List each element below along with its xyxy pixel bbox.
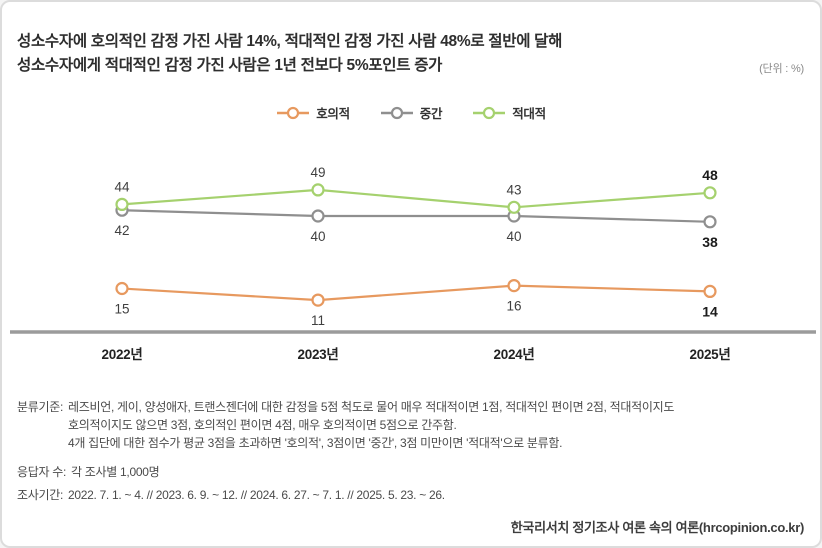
legend-item-호의적: 호의적: [276, 103, 350, 122]
value-label: 49: [310, 165, 325, 180]
data-point-적대적: [115, 197, 129, 212]
legend-label: 호의적: [316, 107, 350, 121]
legend-circle: [483, 106, 496, 119]
legend-item-적대적: 적대적: [472, 103, 546, 122]
value-label: 11: [311, 313, 325, 328]
value-label: 43: [506, 182, 521, 197]
value-label: 16: [506, 299, 521, 314]
data-point-호의적: [703, 284, 717, 298]
value-label: 48: [702, 167, 718, 183]
value-label: 40: [506, 229, 521, 244]
footnote-classification: 분류기준: 레즈비언, 게이, 양성애자, 트랜스젠더에 대한 감정을 5점 척…: [17, 398, 674, 452]
legend-item-중간: 중간: [380, 103, 443, 122]
value-label: 38: [702, 234, 718, 250]
data-point-적대적: [507, 200, 521, 214]
legend-label: 중간: [419, 107, 443, 121]
survey-period-label: 조사기간:: [17, 488, 63, 502]
series-line-적대적: [121, 188, 711, 209]
data-point-호의적: [311, 293, 325, 307]
line-chart: 42 40 40 38 44 49 43 48 15 11 16 14: [10, 165, 816, 334]
series-line-중간: [121, 209, 711, 223]
footnote-classification-lines: 레즈비언, 게이, 양성애자, 트랜스젠더에 대한 감정을 5점 척도로 물어 …: [68, 398, 674, 452]
x-axis-labels: 2022년 2023년 2024년 2025년: [2, 343, 820, 363]
value-label: 44: [114, 179, 130, 194]
value-label: 14: [702, 303, 718, 319]
legend-marker-icon: [380, 106, 413, 119]
data-point-적대적: [311, 183, 325, 197]
legend-label: 적대적: [512, 107, 546, 121]
source-credit: 한국리서치 정기조사 여론 속의 여론(hrcopinion.co.kr): [510, 520, 805, 535]
unit-label: (단위 : %): [759, 63, 804, 75]
x-axis-label: 2025년: [689, 347, 731, 362]
survey-period-row: 조사기간: 2022. 7. 1. ~ 4. // 2023. 6. 9. ~ 1…: [17, 486, 445, 503]
value-label: 15: [114, 302, 129, 317]
legend-circle: [390, 106, 403, 119]
footnote-classification-label: 분류기준:: [17, 400, 63, 414]
chart-title: 성소수자에 호의적인 감정 가진 사람 14%, 적대적인 감정 가진 사람 4…: [17, 30, 562, 78]
x-axis-label: 2024년: [493, 347, 535, 362]
x-axis-label: 2023년: [297, 347, 339, 362]
legend-circle: [287, 106, 300, 119]
legend-marker-icon: [473, 106, 506, 119]
footnote-line: 호의적이지도 않으면 3점, 호의적인 편이면 4점, 매우 호의적이면 5점으…: [68, 418, 457, 432]
data-point-호의적: [115, 281, 129, 296]
respondents-row: 응답자 수: 각 조사별 1,000명: [17, 463, 160, 480]
footnote-line: 레즈비언, 게이, 양성애자, 트랜스젠더에 대한 감정을 5점 척도로 물어 …: [68, 400, 675, 414]
value-label: 42: [114, 223, 129, 238]
survey-period-value: 2022. 7. 1. ~ 4. // 2023. 6. 9. ~ 12. //…: [68, 488, 445, 502]
data-point-중간: [703, 215, 717, 229]
data-point-중간: [311, 209, 325, 223]
chart-title-line2: 성소수자에게 적대적인 감정 가진 사람은 1년 전보다 5%포인트 증가: [17, 57, 443, 74]
data-point-호의적: [507, 279, 521, 293]
footnote-line: 4개 집단에 대한 점수가 평균 3점을 초과하면 '호의적', 3점이면 '중…: [68, 436, 563, 450]
legend-marker-icon: [277, 106, 310, 119]
series-line-호의적: [121, 284, 711, 302]
chart-title-line1: 성소수자에 호의적인 감정 가진 사람 14%, 적대적인 감정 가진 사람 4…: [17, 33, 563, 50]
respondents-value: 각 조사별 1,000명: [71, 465, 160, 479]
x-axis-label: 2022년: [101, 347, 143, 362]
chart-legend: 호의적 중간 적대적: [2, 103, 820, 122]
respondents-label: 응답자 수:: [17, 465, 67, 479]
value-label: 40: [310, 229, 325, 244]
data-point-적대적: [703, 186, 717, 200]
